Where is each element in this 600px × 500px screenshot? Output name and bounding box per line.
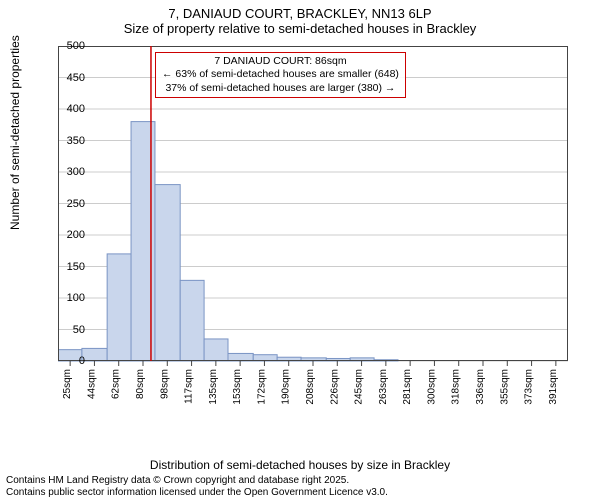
annotation-line1: 7 DANIAUD COURT: 86sqm (162, 55, 399, 68)
y-tick-label: 50 (45, 324, 85, 336)
x-tick-label: 172sqm (256, 369, 267, 405)
footer-line2: Contains public sector information licen… (6, 487, 388, 499)
x-tick-label: 391sqm (548, 369, 559, 405)
annotation-line3: 37% of semi-detached houses are larger (… (162, 82, 399, 95)
histogram-svg: 25sqm 44sqm 62sqm 80sqm 98sqm 117sqm 135sqm 153… (58, 46, 568, 416)
histogram-bar (82, 348, 107, 361)
y-tick-label: 100 (45, 292, 85, 304)
annotation-box: 7 DANIAUD COURT: 86sqm← 63% of semi-deta… (155, 52, 406, 97)
histogram-bar (204, 339, 228, 361)
histogram-bar (155, 185, 180, 361)
x-tick-label: 226sqm (329, 369, 340, 405)
x-tick-label: 80sqm (135, 369, 146, 399)
x-tick-label: 135sqm (208, 369, 219, 405)
annotation-line2: ← 63% of semi-detached houses are smalle… (162, 68, 399, 81)
x-tick-label: 336sqm (475, 369, 486, 405)
y-tick-label: 450 (45, 72, 85, 84)
x-axis-label: Distribution of semi-detached houses by … (0, 458, 600, 472)
x-tick-label: 25sqm (62, 369, 73, 399)
chart-title-block: 7, DANIAUD COURT, BRACKLEY, NN13 6LP Siz… (0, 0, 600, 36)
y-tick-label: 150 (45, 261, 85, 273)
x-tick-label: 44sqm (86, 369, 97, 399)
y-tick-label: 200 (45, 229, 85, 241)
footer-line1: Contains HM Land Registry data © Crown c… (6, 475, 388, 487)
x-tick-label: 281sqm (402, 369, 413, 405)
histogram-bar (180, 280, 204, 361)
x-tick-label: 117sqm (184, 369, 195, 404)
x-tick-label: 245sqm (354, 369, 365, 405)
x-tick-label: 62sqm (111, 369, 122, 399)
x-tick-label: 318sqm (451, 369, 462, 405)
x-tick-label: 300sqm (426, 369, 437, 405)
y-tick-label: 250 (45, 198, 85, 210)
histogram-bar (228, 353, 253, 361)
x-tick-label: 190sqm (281, 369, 292, 405)
chart-area: 25sqm 44sqm 62sqm 80sqm 98sqm 117sqm 135sqm 153… (58, 46, 568, 416)
footer-attribution: Contains HM Land Registry data © Crown c… (6, 475, 388, 498)
x-tick-label: 263sqm (378, 369, 389, 405)
x-tick-label: 373sqm (524, 369, 535, 405)
title-line2: Size of property relative to semi-detach… (0, 21, 600, 36)
histogram-bar (107, 254, 131, 361)
x-tick-label: 153sqm (232, 369, 243, 405)
y-tick-label: 300 (45, 166, 85, 178)
y-tick-label: 400 (45, 103, 85, 115)
x-tick-label: 355sqm (499, 369, 510, 405)
y-tick-label: 350 (45, 135, 85, 147)
title-line1: 7, DANIAUD COURT, BRACKLEY, NN13 6LP (0, 6, 600, 21)
y-axis-label: Number of semi-detached properties (8, 35, 22, 230)
y-tick-label: 0 (45, 355, 85, 367)
y-tick-label: 500 (45, 40, 85, 52)
x-tick-label: 208sqm (305, 369, 316, 405)
x-tick-label: 98sqm (159, 369, 170, 399)
